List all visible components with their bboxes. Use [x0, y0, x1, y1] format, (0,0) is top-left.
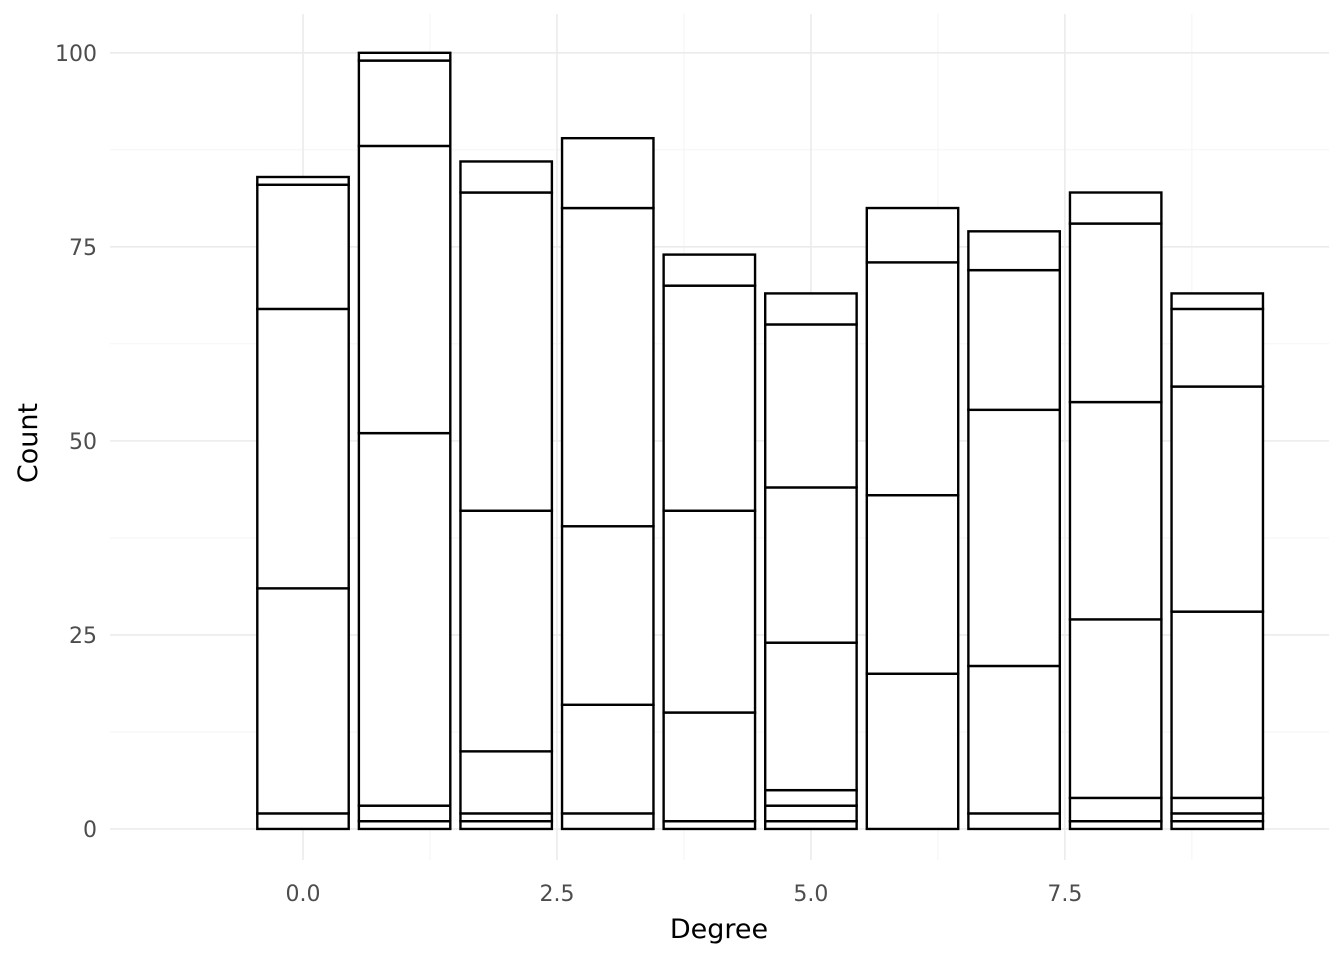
bar-segment: [967, 268, 1062, 412]
bar-segment: [357, 144, 452, 435]
bar-segment: [1170, 307, 1265, 388]
bar-segment: [1170, 292, 1265, 311]
bar-segment: [764, 788, 858, 807]
bar-segment: [560, 525, 655, 706]
bar-segment: [764, 486, 858, 644]
bar-segment: [865, 494, 960, 675]
y-tick-label: 25: [69, 624, 97, 649]
bar-segment: [560, 136, 655, 210]
bar-segment: [1170, 610, 1265, 800]
bars: [256, 51, 1265, 831]
bar-segment: [357, 431, 452, 807]
bar-segment: [459, 191, 554, 512]
y-tick-label: 0: [83, 818, 97, 843]
bar-segment: [256, 307, 350, 590]
bar-segment: [865, 261, 960, 497]
bar-segment: [256, 183, 350, 311]
bar-segment: [459, 750, 554, 815]
x-tick-label: 5.0: [793, 882, 828, 907]
bar-segment: [662, 711, 757, 823]
bar-segment: [967, 230, 1062, 272]
bar-segment: [662, 253, 757, 287]
bar-segment: [967, 408, 1062, 668]
y-tick-label: 75: [69, 236, 97, 261]
bar-segment: [459, 160, 554, 194]
bar-segment: [764, 292, 858, 326]
y-tick-label: 50: [69, 430, 97, 455]
bar-segment: [357, 804, 452, 823]
bar-segment: [662, 284, 757, 512]
bar-segment: [1068, 618, 1163, 800]
bar-segment: [256, 175, 350, 186]
bar-segment: [1068, 222, 1163, 404]
y-tick-label: 100: [55, 42, 97, 67]
y-axis-title: Count: [13, 403, 44, 483]
x-tick-label: 7.5: [1047, 882, 1082, 907]
bar-segment: [256, 587, 350, 815]
bar-segment: [459, 509, 554, 753]
bar-segment: [1170, 385, 1265, 613]
bar-segment: [357, 59, 452, 148]
bar-segment: [662, 509, 757, 714]
bar-segment: [764, 641, 858, 792]
bar-segment: [256, 812, 350, 831]
bar-segment: [1068, 796, 1163, 823]
bar-segment: [1170, 796, 1265, 815]
x-axis-title: Degree: [670, 914, 768, 945]
bar-segment: [357, 51, 452, 62]
bar-segment: [560, 703, 655, 815]
bar-segment: [560, 206, 655, 528]
bar-segment: [967, 664, 1062, 815]
bar-segment: [865, 672, 960, 831]
bar-segment: [1068, 191, 1163, 225]
tick-labels: 0 25 50 75 100 0.0 2.5 5.0 7.5: [55, 42, 1082, 907]
x-tick-label: 0.0: [286, 882, 321, 907]
x-tick-label: 2.5: [539, 882, 574, 907]
bar-segment: [764, 323, 858, 489]
bar-segment: [967, 812, 1062, 831]
bar-segment: [865, 206, 960, 264]
bar-segment: [560, 812, 655, 831]
bar-segment: [1068, 400, 1163, 621]
bar-segment: [764, 804, 858, 823]
